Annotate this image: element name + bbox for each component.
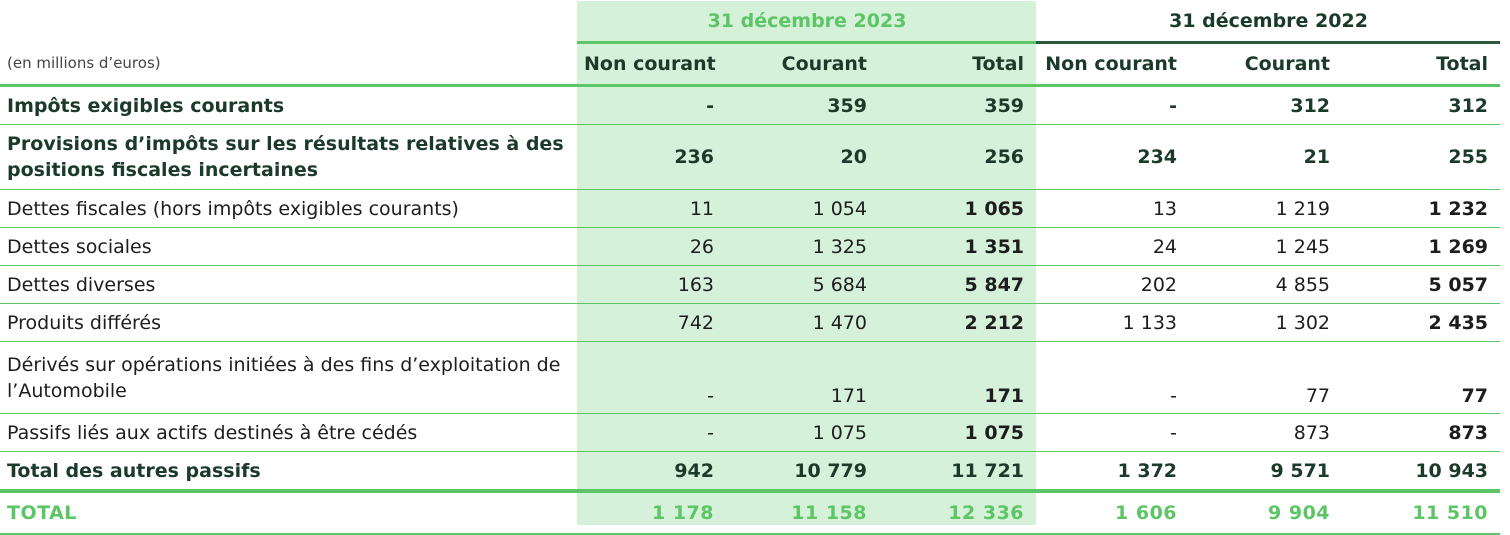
cell: 9 571: [1189, 451, 1343, 493]
period-2023: 31 décembre 2023: [577, 0, 1037, 44]
cell: 202: [1036, 265, 1190, 304]
cell: 1 470: [726, 303, 879, 342]
col-header: Courant: [1189, 42, 1343, 87]
table-row: Dettes fiscales (hors impôts exigibles c…: [0, 189, 1501, 228]
cell: 1 075: [879, 413, 1037, 452]
cell: 21: [1189, 124, 1343, 190]
cell: 236: [577, 124, 726, 190]
cell: 234: [1036, 124, 1190, 190]
cell: 1 232: [1342, 189, 1501, 228]
table-row: Dettes diverses 163 5 684 5 847 202 4 85…: [0, 265, 1501, 304]
table-row: Impôts exigibles courants - 359 359 - 31…: [0, 85, 1501, 125]
cell: 4 855: [1189, 265, 1343, 304]
table-row: Dettes sociales 26 1 325 1 351 24 1 245 …: [0, 227, 1501, 266]
cell: 5 684: [726, 265, 879, 304]
subtotal-row: Total des autres passifs 942 10 779 11 7…: [0, 451, 1501, 493]
cell: 942: [577, 451, 726, 493]
cell: -: [577, 341, 726, 414]
row-label: Dettes sociales: [0, 227, 577, 266]
cell: 2 212: [879, 303, 1037, 342]
cell: 171: [879, 341, 1037, 414]
cell: 1 065: [879, 189, 1037, 228]
cell: -: [1036, 413, 1190, 452]
cell: 1 054: [726, 189, 879, 228]
cell: 1 351: [879, 227, 1037, 266]
col-header: Total: [879, 42, 1037, 87]
cell: 1 245: [1189, 227, 1343, 266]
table-row: Produits différés 742 1 470 2 212 1 133 …: [0, 303, 1501, 342]
cell: 312: [1189, 85, 1343, 125]
cell: 1 219: [1189, 189, 1343, 228]
cell: 873: [1189, 413, 1343, 452]
row-label: Total des autres passifs: [0, 451, 577, 493]
cell: 1 372: [1036, 451, 1190, 493]
cell: -: [577, 413, 726, 452]
cell: -: [577, 85, 726, 125]
cell: 163: [577, 265, 726, 304]
row-label: Provisions d’impôts sur les résultats re…: [0, 124, 577, 190]
unit-label: (en millions d’euros): [0, 42, 577, 87]
cell: 873: [1342, 413, 1501, 452]
cell: 1 302: [1189, 303, 1343, 342]
cell: 1 269: [1342, 227, 1501, 266]
cell: 2 435: [1342, 303, 1501, 342]
row-label: Passifs liés aux actifs destinés à être …: [0, 413, 577, 452]
cell: 24: [1036, 227, 1190, 266]
col-header: Non courant: [577, 42, 726, 87]
cell: 171: [726, 341, 879, 414]
col-header: Courant: [726, 42, 879, 87]
col-header: Non courant: [1036, 42, 1190, 87]
column-header-row: (en millions d’euros) Non courant Couran…: [0, 42, 1501, 87]
table-row: Provisions d’impôts sur les résultats re…: [0, 124, 1501, 190]
row-label: Produits différés: [0, 303, 577, 342]
row-label: Dettes fiscales (hors impôts exigibles c…: [0, 189, 577, 228]
col-header: Total: [1342, 42, 1501, 87]
cell: 256: [879, 124, 1037, 190]
row-label: Impôts exigibles courants: [0, 85, 577, 125]
table-row: Dérivés sur opérations initiées à des fi…: [0, 341, 1501, 414]
cell: 10 779: [726, 451, 879, 493]
cell: 255: [1342, 124, 1501, 190]
cell: 5 057: [1342, 265, 1501, 304]
cell: -: [1036, 341, 1190, 414]
cell: 11: [577, 189, 726, 228]
cell: 20: [726, 124, 879, 190]
cell: 5 847: [879, 265, 1037, 304]
cell: 359: [726, 85, 879, 125]
cell: 77: [1342, 341, 1501, 414]
cell: 1 325: [726, 227, 879, 266]
table-row: Passifs liés aux actifs destinés à être …: [0, 413, 1501, 452]
cell: 1 133: [1036, 303, 1190, 342]
cell: 1 075: [726, 413, 879, 452]
period-2022: 31 décembre 2022: [1036, 0, 1501, 44]
cell: 312: [1342, 85, 1501, 125]
cell: 10 943: [1342, 451, 1501, 493]
period-header-row: 31 décembre 2023 31 décembre 2022: [0, 0, 1501, 44]
cell: 359: [879, 85, 1037, 125]
cell: 13: [1036, 189, 1190, 228]
cell: 11 721: [879, 451, 1037, 493]
cell: 77: [1189, 341, 1343, 414]
cell: 11 510: [1342, 491, 1501, 535]
cell: -: [1036, 85, 1190, 125]
row-label: Dérivés sur opérations initiées à des fi…: [0, 341, 577, 414]
cell: 26: [577, 227, 726, 266]
cell: 742: [577, 303, 726, 342]
row-label: Dettes diverses: [0, 265, 577, 304]
